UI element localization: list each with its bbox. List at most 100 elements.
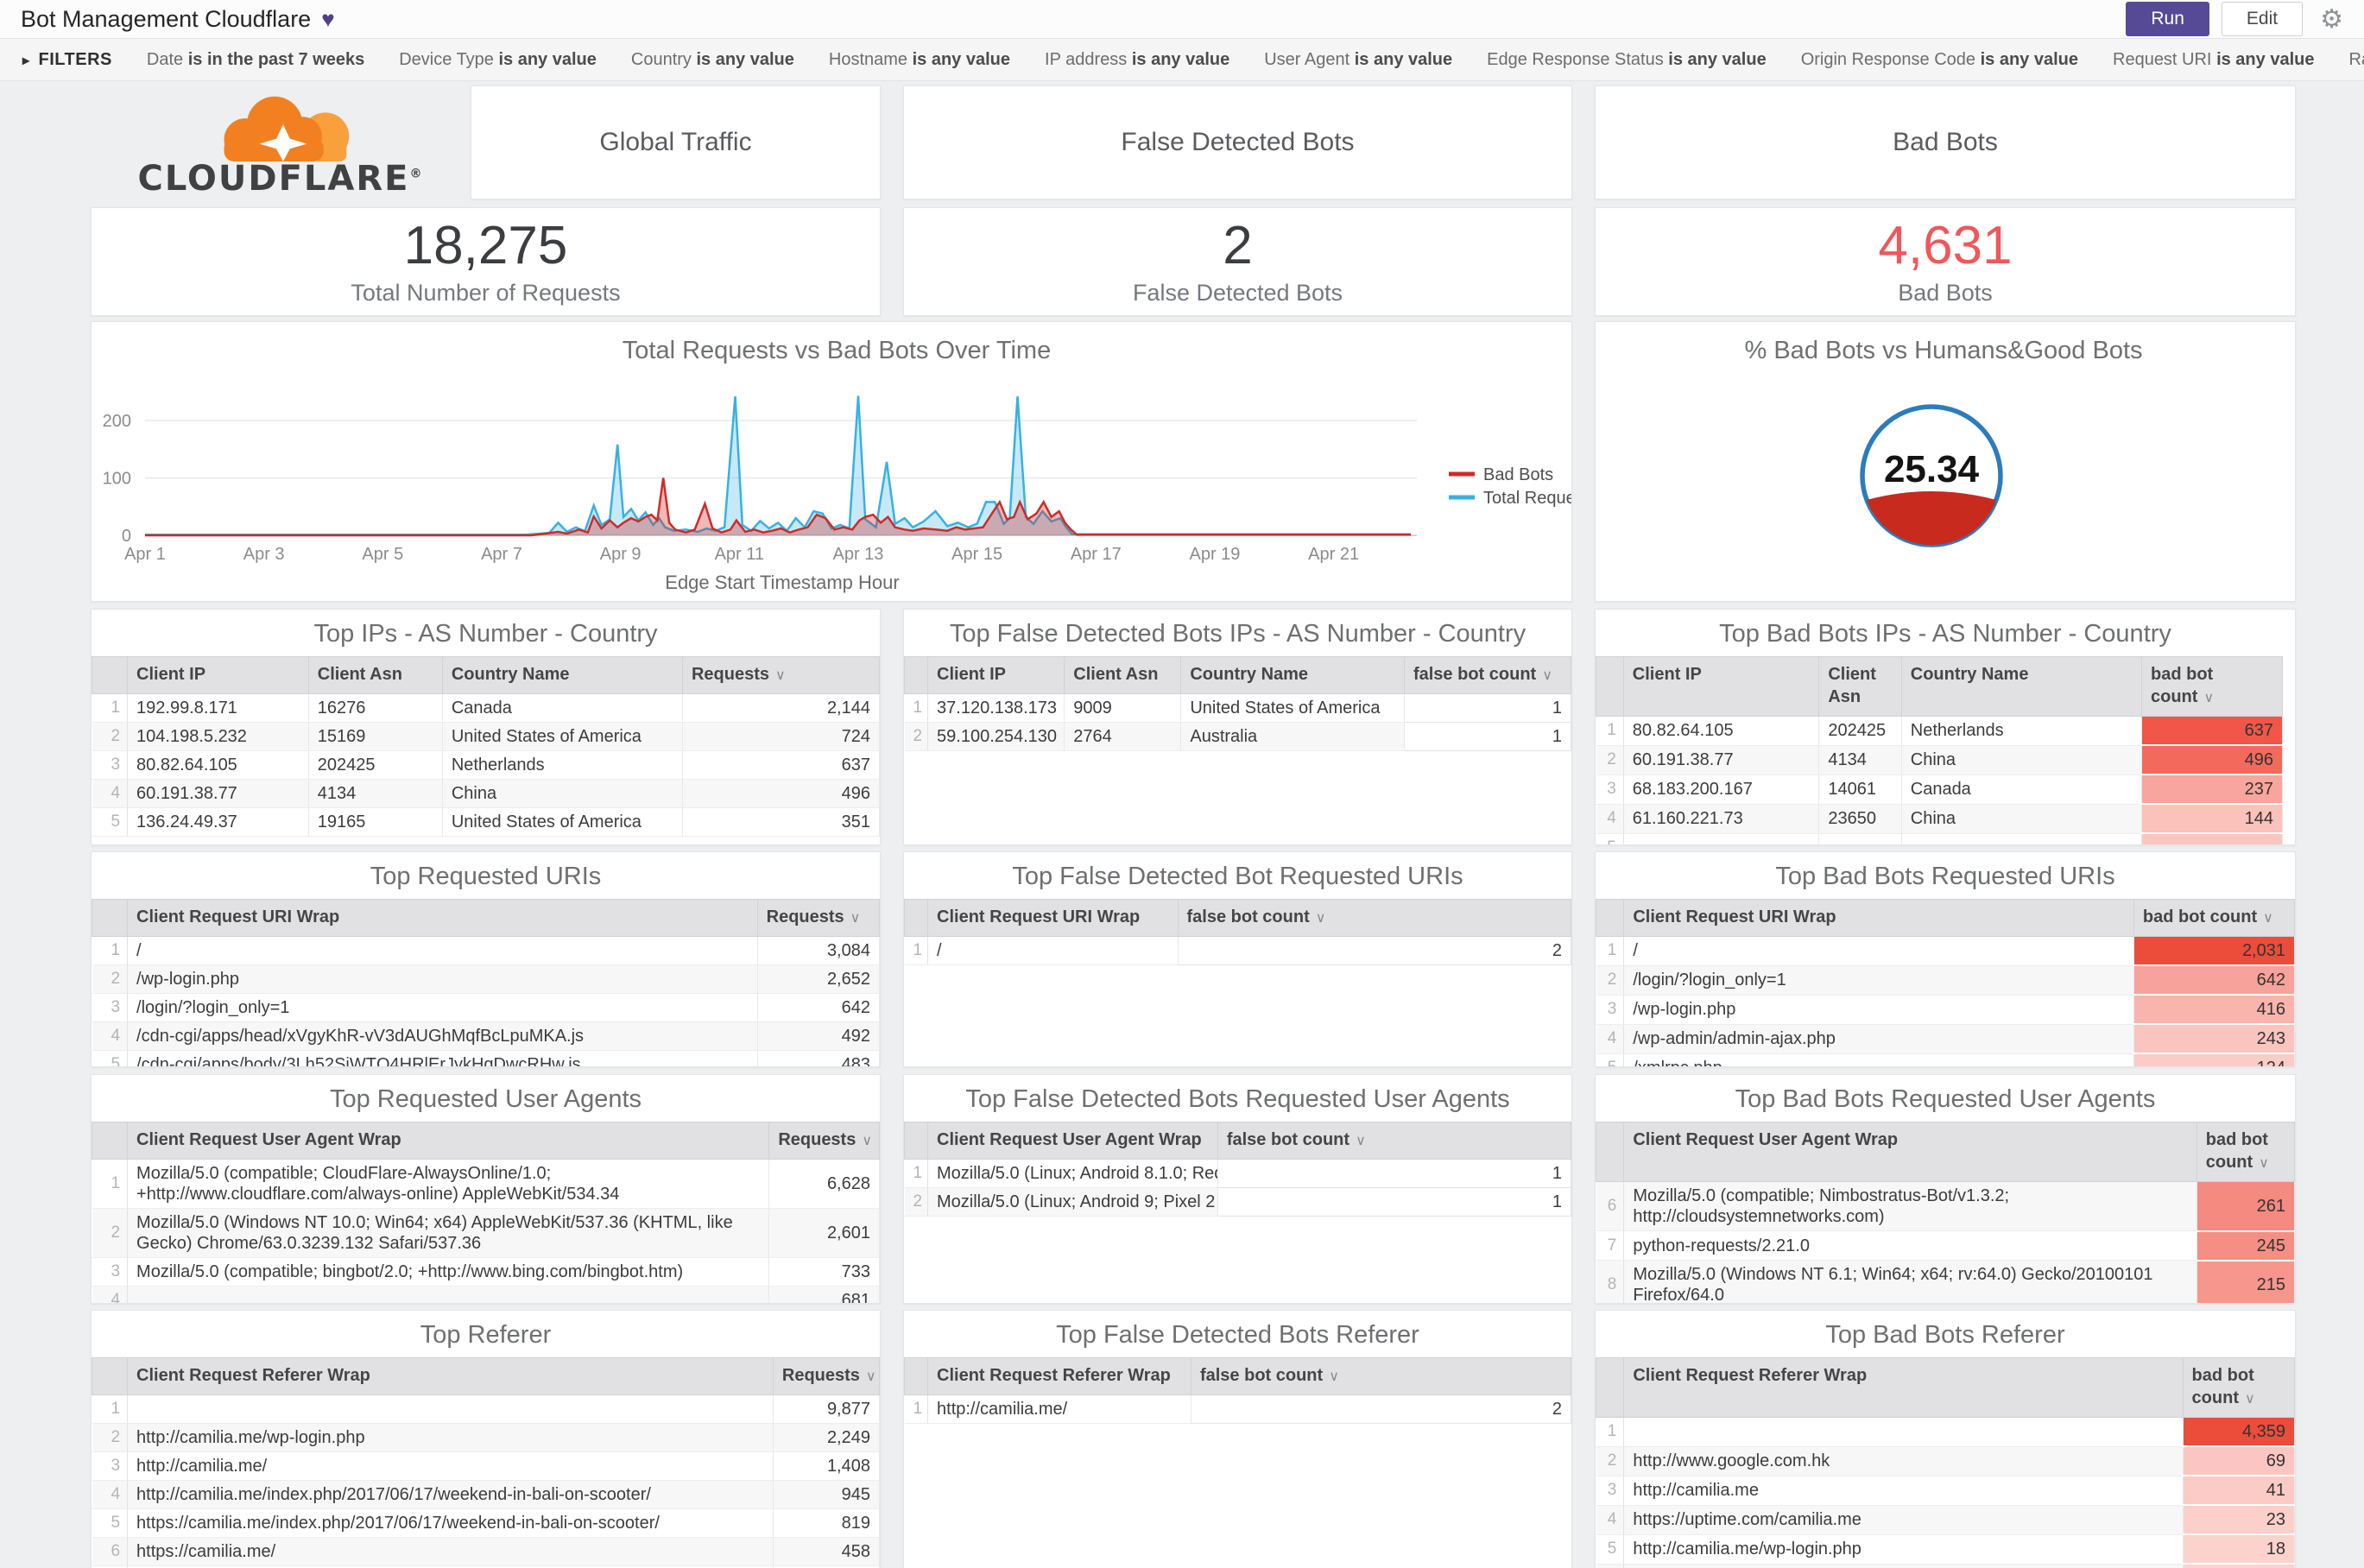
column-header[interactable]: bad bot count ∨: [2141, 656, 2283, 717]
column-header[interactable]: bad bot count ∨: [2133, 899, 2295, 937]
section-header-global: Global Traffic: [471, 85, 881, 199]
row-number: 1: [92, 693, 129, 723]
filter-item[interactable]: User Agent is any value: [1264, 49, 1453, 69]
table-cell: 4134: [1818, 745, 1902, 775]
svg-text:Apr 21: Apr 21: [1308, 545, 1359, 564]
header-row: CLOUDFLARE® Global Traffic False Detecte…: [91, 85, 2296, 199]
row-number: 2: [1596, 1446, 1625, 1476]
row-number: 4: [1596, 804, 1624, 834]
table-row: 4 http://camilia.me/index.php/2017/06/17/…: [92, 1480, 880, 1509]
table-cell: 15169: [308, 722, 443, 751]
table-title: Top Referer: [420, 1321, 552, 1349]
filter-item[interactable]: Request URI is any value: [2113, 49, 2315, 69]
table-cell: United States of America: [442, 722, 683, 751]
column-header[interactable]: false bot count ∨: [1190, 1357, 1571, 1395]
table-row: 2/wp-login.php 2,652: [92, 964, 880, 994]
data-table: Client Request Referer Wrap Requests ∨ 1 9,8…: [92, 1357, 880, 1568]
filter-item[interactable]: IP address is any value: [1045, 49, 1230, 69]
row-number: 1: [92, 936, 129, 965]
rownum-header: [904, 656, 929, 694]
count-cell: 1: [1403, 693, 1571, 723]
data-table: Client Request URI Wrap false bot count ∨ 1…: [904, 899, 1571, 965]
filter-condition: is any value: [912, 49, 1011, 69]
gear-icon[interactable]: ⚙: [2320, 4, 2343, 34]
filter-item[interactable]: Device Type is any value: [399, 49, 597, 69]
bad-bots-ips-table: Client IP Client Asn Country Name bad bot c…: [1596, 656, 2295, 844]
table-header-row: Client Request URI Wrap Requests ∨: [92, 899, 880, 937]
column-header[interactable]: Requests ∨: [681, 656, 880, 694]
svg-text:Apr 19: Apr 19: [1190, 545, 1241, 564]
table-cell: [127, 1286, 770, 1303]
filter-item[interactable]: Date is in the past 7 weeks: [146, 49, 365, 69]
table-row: 2 Mozilla/5.0 (Linux; Android 9; Pixel 2 …: [904, 1187, 1571, 1217]
table-header-row: Client Request User Agent Wrap bad bot co…: [1596, 1122, 2295, 1182]
column-header: Client Request Referer Wrap: [127, 1357, 774, 1395]
table-row: 1/2,031: [1596, 936, 2295, 966]
bad-bots-ips-card: Top Bad Bots IPs - AS Number - Country C…: [1595, 609, 2296, 845]
filter-item[interactable]: Hostname is any value: [828, 49, 1011, 69]
filters-toggle[interactable]: ▸ FILTERS: [22, 49, 112, 69]
table-header-row: Client Request Referer Wrap false bot cou…: [904, 1357, 1571, 1395]
table-row: 5 136.24.49.37 19165 United States of Ameri…: [92, 807, 880, 837]
sort-chevron-icon: ∨: [862, 1134, 873, 1148]
table-cell: Mozilla/5.0 (compatible; Nimbostratus-Bo…: [1623, 1181, 2197, 1231]
sort-chevron-icon: ∨: [2244, 1392, 2255, 1407]
rownum-header: [904, 1122, 929, 1160]
filter-condition: is any value: [1980, 49, 2078, 69]
row-number: 6: [1596, 1181, 1625, 1231]
count-cell: 2: [1190, 1394, 1571, 1424]
ips-row: Top IPs - AS Number - Country Client IP C…: [91, 609, 2296, 845]
table-cell: http://camilia.me/wp-login.php: [127, 1423, 774, 1452]
rownum-header: [1596, 656, 1624, 717]
column-header[interactable]: false bot count ∨: [1177, 899, 1571, 937]
column-header[interactable]: Requests ∨: [756, 899, 880, 937]
table-cell: 60.191.38.77: [127, 779, 309, 808]
row-number: 5: [1596, 833, 1624, 844]
data-table: Client Request User Agent Wrap Requests ∨ 1…: [92, 1122, 880, 1303]
column-header[interactable]: false bot count ∨: [1403, 656, 1571, 694]
table-cell: /: [1623, 936, 2134, 966]
table-cell: /cdn-cgi/apps/body/3Lh52SjWTQ4HRlErJykHq…: [127, 1050, 758, 1066]
title-bar: Bot Management Cloudflare ♥ Run Edit ⚙: [0, 0, 2364, 39]
row-number: 2: [904, 722, 929, 751]
table-cell: 104.198.5.232: [127, 722, 309, 751]
table-cell: Mozilla/5.0 (Windows NT 6.1; Win64; x64;…: [1623, 1260, 2197, 1303]
table-cell: 68.183.200.167: [1623, 775, 1820, 805]
gauge-card: % Bad Bots vs Humans&Good Bots 25.34: [1595, 321, 2296, 602]
table-cell: 4134: [308, 779, 443, 808]
table-row: 3 Mozilla/5.0 (compatible; bingbot/2.0; +…: [92, 1257, 880, 1287]
table-row: 3/wp-login.php 416: [1596, 995, 2295, 1025]
table-cell: /login/?login_only=1: [1623, 965, 2134, 996]
run-button[interactable]: Run: [2126, 2, 2209, 36]
column-header: Client Request URI Wrap: [927, 899, 1179, 937]
column-header: Client IP: [1622, 656, 1820, 717]
table-cell: [1623, 1417, 2184, 1447]
table-cell: /wp-admin/admin-ajax.php: [1623, 1024, 2134, 1054]
section-header-bad-bots: Bad Bots: [1595, 85, 2296, 199]
row-number: 4: [92, 1021, 129, 1051]
table-row: 4/cdn-cgi/apps/head/xVgyKhR-vV3dAUGhMqfB…: [92, 1021, 880, 1051]
column-header[interactable]: bad bot count ∨: [2182, 1357, 2295, 1418]
row-number: 3: [92, 993, 129, 1022]
column-header[interactable]: bad bot count ∨: [2196, 1122, 2295, 1182]
series-bad-bots: [145, 477, 1412, 537]
filter-item[interactable]: Edge Response Status is any value: [1487, 49, 1767, 69]
edit-button[interactable]: Edit: [2221, 2, 2304, 36]
table-title: Top False Detected Bots IPs - AS Number …: [949, 620, 1526, 648]
top-user-agents-card: Top Requested User Agents Client Request…: [91, 1074, 881, 1304]
row-number: 1: [904, 693, 929, 723]
filter-item[interactable]: Country is any value: [630, 49, 794, 69]
timeseries-chart-card: Total Requests vs Bad Bots Over Time 0 100…: [91, 321, 1572, 602]
table-row: 6 https://camilia.me/458: [92, 1537, 880, 1566]
table-header-row: Client Request User Agent Wrap Requests ∨: [92, 1122, 880, 1160]
filter-item[interactable]: Origin Response Code is any value: [1800, 49, 2078, 69]
column-header: Client IP: [927, 656, 1065, 694]
column-header[interactable]: false bot count ∨: [1217, 1122, 1571, 1160]
column-header[interactable]: Requests ∨: [772, 1357, 880, 1395]
row-number: 7: [1596, 1230, 1625, 1261]
column-header[interactable]: Requests ∨: [768, 1122, 880, 1160]
svg-text:Apr 13: Apr 13: [833, 545, 884, 564]
filter-item[interactable]: RayID is any value: [2348, 49, 2364, 69]
count-cell: 492: [757, 1021, 880, 1051]
